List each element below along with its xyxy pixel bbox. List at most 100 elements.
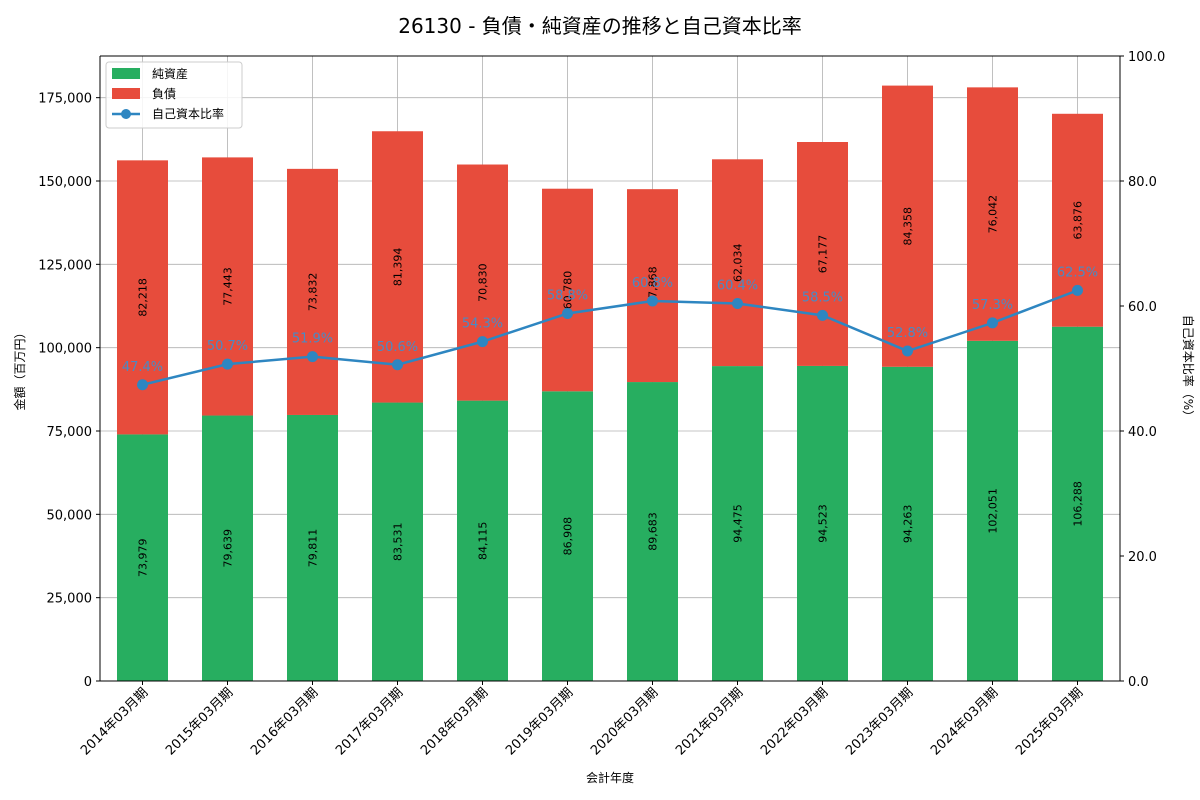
left-tick-label: 50,000 xyxy=(47,508,93,523)
ratio-point xyxy=(817,309,828,321)
x-tick-label: 2015年03月期 xyxy=(163,685,236,758)
x-tick-label: 2022年03月期 xyxy=(758,685,831,758)
equity-value-label: 102,051 xyxy=(987,488,1000,534)
x-tick-label: 2020年03月期 xyxy=(588,685,661,758)
x-tick-label: 2024年03月期 xyxy=(928,685,1001,758)
ratio-point xyxy=(647,295,658,307)
equity-value-label: 94,475 xyxy=(732,504,745,543)
left-tick-label: 150,000 xyxy=(38,175,92,190)
liabilities-value-label: 57,868 xyxy=(647,266,660,305)
equity-value-label: 79,811 xyxy=(307,529,320,568)
equity-bar xyxy=(627,382,678,681)
right-tick-label: 40.0 xyxy=(1128,425,1157,440)
ratio-point xyxy=(477,336,488,348)
ratio-value-label: 50.6% xyxy=(377,340,418,355)
equity-value-label: 89,683 xyxy=(647,512,660,551)
liabilities-value-label: 82,218 xyxy=(137,278,150,317)
left-tick-label: 75,000 xyxy=(47,425,93,440)
ratio-value-label: 47.4% xyxy=(122,360,163,375)
legend-liabilities-label: 負債 xyxy=(152,86,176,101)
legend-ratio-label: 自己資本比率 xyxy=(152,106,224,121)
liabilities-value-label: 81,394 xyxy=(392,248,405,287)
ratio-value-label: 58.5% xyxy=(802,290,843,305)
legend-equity-swatch xyxy=(112,68,140,79)
liabilities-bar xyxy=(287,168,338,415)
x-tick-label: 2021年03月期 xyxy=(673,685,746,758)
legend-liabilities-swatch xyxy=(112,88,140,99)
ratio-point xyxy=(902,345,913,357)
equity-bar xyxy=(287,414,338,681)
right-tick-label: 0.0 xyxy=(1128,675,1149,690)
equity-bar xyxy=(882,366,933,681)
liabilities-value-label: 63,876 xyxy=(1072,201,1085,240)
x-axis-title: 会計年度 xyxy=(586,770,634,785)
liabilities-bar xyxy=(967,87,1018,341)
ratio-value-label: 57.3% xyxy=(972,298,1013,313)
ratio-point xyxy=(307,351,318,363)
liabilities-bar xyxy=(712,159,763,367)
equity-value-label: 84,115 xyxy=(477,522,490,561)
liabilities-bar xyxy=(882,85,933,367)
liabilities-value-label: 60,780 xyxy=(562,271,575,310)
liabilities-value-label: 67,177 xyxy=(817,235,830,274)
liabilities-value-label: 73,832 xyxy=(307,273,320,312)
right-tick-label: 60.0 xyxy=(1128,300,1157,315)
equity-value-label: 79,639 xyxy=(222,529,235,568)
ratio-value-label: 58.8% xyxy=(547,289,588,304)
equity-bar xyxy=(1052,326,1103,681)
liabilities-value-label: 84,358 xyxy=(902,207,915,246)
liabilities-value-label: 77,443 xyxy=(222,267,235,306)
equity-value-label: 86,908 xyxy=(562,517,575,556)
ratio-value-label: 54.3% xyxy=(462,317,503,332)
equity-value-label: 73,979 xyxy=(137,538,150,577)
ratio-value-label: 51.9% xyxy=(292,332,333,347)
y-axis-title: 金額（百万円） xyxy=(12,326,27,410)
ratio-point xyxy=(222,358,233,370)
equity-bar xyxy=(372,402,423,681)
x-tick-label: 2025年03月期 xyxy=(1013,685,1086,758)
x-tick-label: 2023年03月期 xyxy=(843,685,916,758)
right-tick-label: 20.0 xyxy=(1128,550,1157,565)
x-tick-label: 2018年03月期 xyxy=(418,685,491,758)
liabilities-bar xyxy=(202,157,253,416)
x-tick-label: 2019年03月期 xyxy=(503,685,576,758)
ratio-point xyxy=(392,359,403,371)
ratio-line xyxy=(142,289,1078,386)
y2-axis-title: 自己資本比率（%） xyxy=(1181,315,1196,422)
left-tick-label: 125,000 xyxy=(38,258,92,273)
left-tick-label: 175,000 xyxy=(38,92,92,107)
ratio-value-label: 50.7% xyxy=(207,339,248,354)
equity-bar xyxy=(712,366,763,681)
liabilities-value-label: 76,042 xyxy=(987,195,1000,234)
right-tick-label: 80.0 xyxy=(1128,175,1157,190)
equity-bar xyxy=(457,400,508,681)
equity-bar xyxy=(117,434,168,681)
x-tick-label: 2016年03月期 xyxy=(248,685,321,758)
liabilities-bar xyxy=(542,188,593,392)
liabilities-bar xyxy=(627,189,678,383)
equity-bar xyxy=(967,340,1018,681)
ratio-point xyxy=(732,298,743,309)
equity-bar xyxy=(542,391,593,681)
equity-bar xyxy=(202,415,253,681)
equity-value-label: 94,523 xyxy=(817,504,830,543)
right-tick-label: 100.0 xyxy=(1128,50,1165,65)
x-tick-label: 2017年03月期 xyxy=(333,685,406,758)
legend-ratio-marker xyxy=(121,109,131,119)
left-tick-label: 0 xyxy=(84,675,92,690)
ratio-point xyxy=(1072,284,1083,296)
liabilities-value-label: 70,830 xyxy=(477,263,490,302)
liabilities-value-label: 62,034 xyxy=(732,243,745,282)
liabilities-bar xyxy=(372,131,423,403)
equity-value-label: 94,263 xyxy=(902,505,915,544)
left-tick-label: 25,000 xyxy=(47,592,93,607)
ratio-point xyxy=(987,317,998,329)
liabilities-bar xyxy=(797,142,848,366)
ratio-value-label: 62.5% xyxy=(1057,265,1098,280)
ratio-value-label: 60.4% xyxy=(717,279,758,294)
equity-value-label: 106,288 xyxy=(1072,481,1085,527)
chart-title: 26130 - 負債・純資産の推移と自己資本比率 xyxy=(398,14,802,38)
ratio-value-label: 60.8% xyxy=(632,276,673,291)
equity-value-label: 83,531 xyxy=(392,523,405,562)
